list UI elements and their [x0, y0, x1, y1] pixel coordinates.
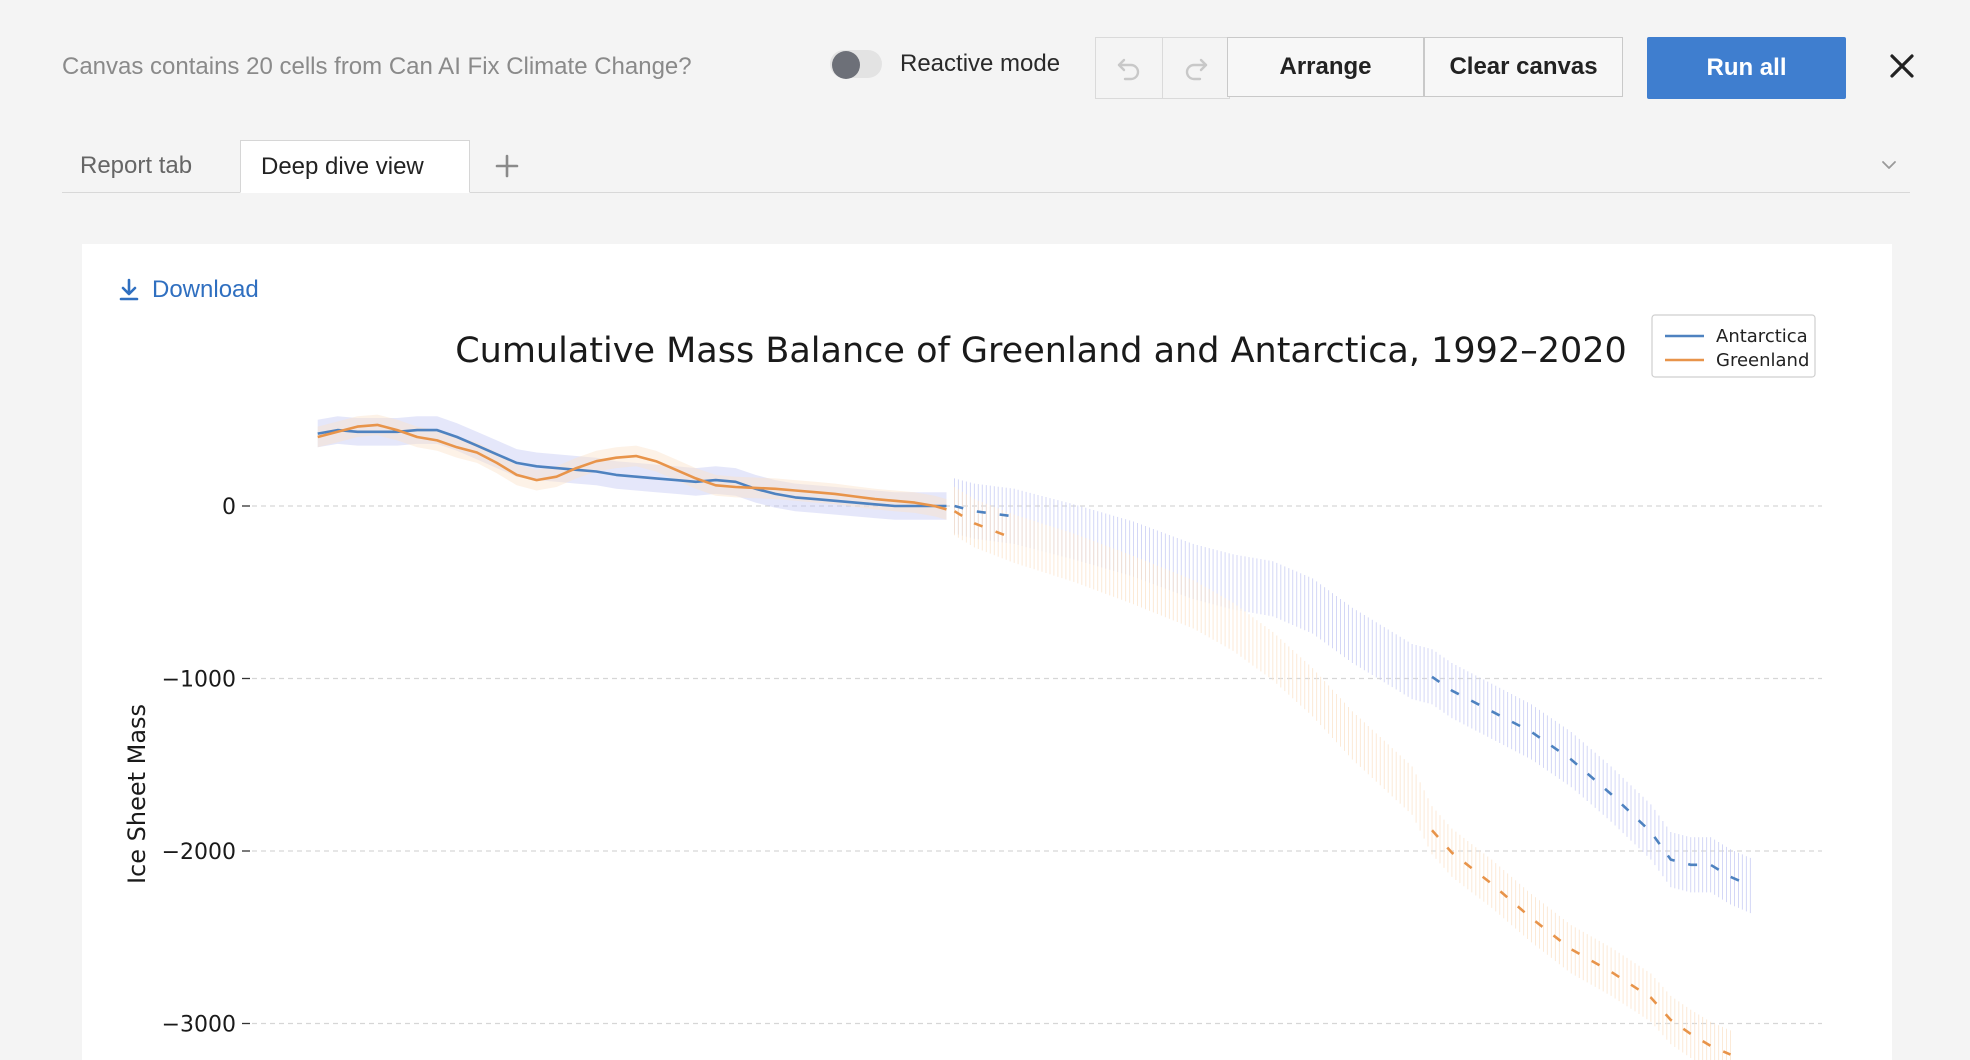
uncertainty-bands [317, 414, 1751, 1060]
legend-label: Greenland [1716, 350, 1809, 371]
y-axis-label: Ice Sheet Mass [123, 704, 151, 884]
y-tick-label: −2000 [162, 840, 236, 865]
series-projection-greenland-early [953, 510, 1015, 541]
series-projection-greenland-late [1431, 829, 1732, 1056]
uncertainty-band-observed [317, 414, 947, 520]
grid-lines [252, 505, 1822, 1025]
chevron-down-icon [1882, 161, 1896, 169]
series-line-greenland [317, 423, 947, 511]
layout-buttons: Arrange Clear canvas [1227, 37, 1623, 99]
redo-icon [1185, 58, 1208, 81]
y-tick-label: −3000 [162, 1013, 236, 1038]
y-axis-ticks: 0 −1000 −2000 −3000 [162, 495, 250, 1038]
plus-icon [495, 154, 519, 178]
series-projection-antarctica-late [1431, 675, 1751, 887]
tab-report[interactable]: Report tab [80, 152, 193, 179]
tab-bar: Report tab Deep dive view [62, 140, 1910, 193]
y-tick-label: −1000 [162, 668, 236, 693]
legend-box [1651, 314, 1816, 378]
reactive-mode-control: Reactive mode [830, 50, 1061, 79]
legend: Antarctica Greenland [1651, 314, 1816, 378]
add-tab-button[interactable] [487, 140, 527, 192]
canvas-info-text: Canvas contains 20 cells from Can AI Fix… [62, 53, 692, 80]
chart-title: Cumulative Mass Balance of Greenland and… [455, 331, 1627, 371]
chart-panel: Download Cumulative Mass Balance of Gree… [82, 244, 1892, 1060]
undo-icon [1117, 58, 1140, 81]
toolbar: Canvas contains 20 cells from Can AI Fix… [0, 0, 1970, 135]
undo-button[interactable] [1095, 37, 1163, 99]
y-tick-label: 0 [222, 495, 236, 520]
legend-label: Antarctica [1716, 326, 1808, 347]
redo-button[interactable] [1163, 37, 1230, 99]
clear-canvas-button[interactable]: Clear canvas [1424, 37, 1623, 97]
mass-balance-chart: Cumulative Mass Balance of Greenland and… [123, 314, 1822, 1060]
download-icon [119, 278, 139, 301]
reactive-mode-label: Reactive mode [900, 50, 1061, 77]
arrange-button[interactable]: Arrange [1227, 37, 1424, 97]
tab-deep-dive[interactable]: Deep dive view [240, 140, 470, 193]
history-buttons [1095, 37, 1230, 99]
series-projection-antarctica-early [954, 504, 1015, 518]
series-lines [317, 423, 1751, 1056]
run-all-button[interactable]: Run all [1647, 37, 1846, 99]
close-icon [1890, 54, 1914, 78]
reactive-mode-toggle[interactable] [830, 50, 882, 79]
series-line-antarctica [317, 428, 947, 508]
uncertainty-band-observed [317, 416, 947, 520]
download-label: Download [152, 276, 259, 303]
close-button[interactable] [1884, 48, 1920, 84]
download-link[interactable]: Download [118, 276, 259, 304]
tab-menu-button[interactable] [1878, 154, 1900, 176]
toggle-knob [832, 51, 860, 79]
